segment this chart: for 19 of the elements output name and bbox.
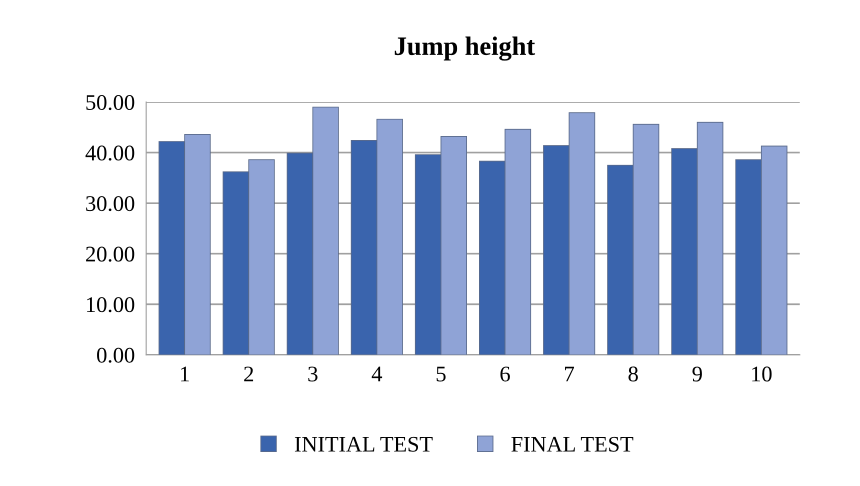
- x-tick-label: 8: [628, 366, 638, 382]
- y-tick-label: 30.00: [86, 196, 134, 212]
- chart-title: Jump height: [394, 36, 536, 61]
- x-tick-label: 10: [752, 366, 772, 382]
- legend-label: INITIAL TEST: [294, 436, 433, 452]
- x-tick-label: 9: [692, 366, 702, 382]
- y-tick-label: 20.00: [86, 246, 134, 262]
- y-tick-label: 40.00: [86, 146, 134, 161]
- y-tick-label: 10.00: [87, 297, 134, 312]
- x-tick-label: 5: [436, 366, 446, 382]
- x-tick-label: 7: [565, 366, 574, 382]
- x-tick-label: 1: [181, 366, 189, 382]
- y-tick-label: 50.00: [86, 94, 134, 110]
- legend-label: FINAL TEST: [511, 436, 634, 452]
- x-tick-label: 3: [308, 366, 318, 382]
- x-tick-label: 4: [372, 366, 382, 382]
- x-tick-label: 6: [500, 366, 510, 382]
- y-tick-label: 0.00: [97, 348, 134, 363]
- x-tick-label: 2: [244, 366, 254, 382]
